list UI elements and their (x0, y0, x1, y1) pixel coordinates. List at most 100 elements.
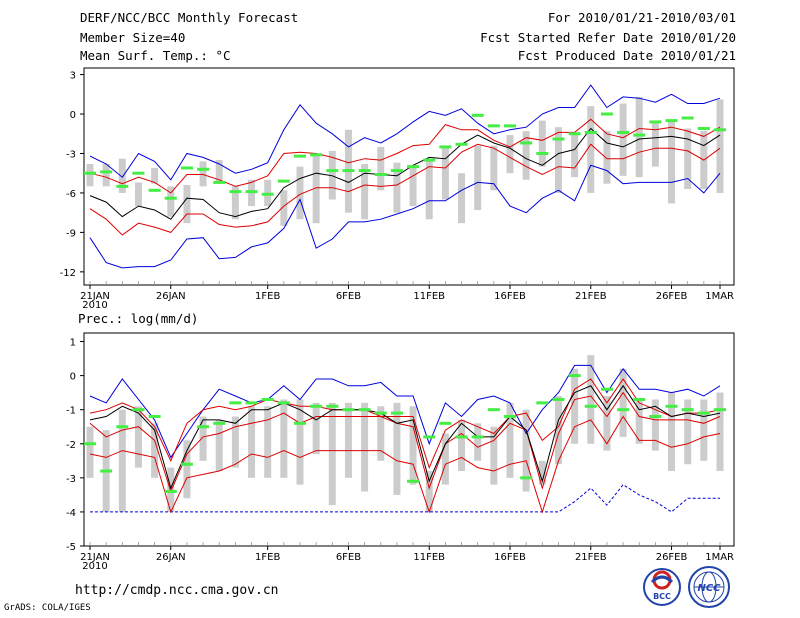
spread-bar (361, 402, 369, 492)
spread-bar (522, 131, 530, 180)
observation-marker (633, 133, 646, 137)
observation-marker (342, 169, 355, 173)
observation-marker (665, 119, 678, 123)
observation-marker (310, 404, 323, 408)
spread-bar (377, 406, 385, 461)
variable-label: Mean Surf. Temp.: °C (80, 48, 231, 63)
observation-marker (552, 397, 565, 401)
lower-spread-line (89, 143, 721, 236)
spread-bar (571, 368, 579, 444)
observation-marker (665, 404, 678, 408)
observation-marker (374, 411, 387, 415)
observation-marker (455, 142, 468, 146)
forecast-period: For 2010/01/21-2010/03/01 (547, 10, 736, 25)
observation-marker (536, 151, 549, 155)
spread-bar (506, 402, 514, 478)
observation-marker (148, 414, 161, 418)
observation-marker (407, 479, 420, 483)
observation-marker (261, 397, 274, 401)
spread-bar (199, 416, 207, 461)
observation-marker (487, 124, 500, 128)
spread-bar (474, 145, 482, 211)
observation-marker (245, 190, 258, 194)
spread-bar (215, 160, 223, 184)
observation-marker (100, 170, 113, 174)
spread-bar (231, 416, 239, 468)
spread-bar (134, 182, 142, 207)
y-tick-label: -3 (66, 474, 76, 485)
spread-bar (183, 440, 191, 499)
bcc-logo-text: BCC (653, 592, 671, 601)
y-tick-label: 1 (70, 338, 76, 349)
observation-marker (358, 408, 371, 412)
source-url[interactable]: http://cmdp.ncc.cma.gov.cn (75, 583, 279, 598)
observation-marker (374, 173, 387, 177)
spread-bar (635, 96, 643, 178)
observation-marker (100, 469, 113, 473)
x-tick-label: 26FEB (656, 552, 688, 563)
spread-bar (651, 123, 659, 167)
observation-marker (294, 154, 306, 158)
spread-bar (151, 167, 159, 184)
spread-bar (361, 164, 369, 220)
observation-marker (261, 192, 274, 196)
observation-marker (697, 411, 710, 415)
observation-marker (455, 435, 468, 439)
spread-bar (264, 406, 272, 478)
spread-bar (458, 173, 466, 224)
spread-bar (571, 135, 579, 178)
observation-marker (520, 476, 533, 480)
spread-bar (716, 99, 724, 193)
observation-marker (649, 414, 662, 418)
x-tick-label: 1FEB (255, 291, 280, 302)
spread-bar (328, 402, 336, 506)
member-size: Member Size=40 (80, 30, 186, 45)
observation-marker (116, 425, 129, 429)
observation-marker (423, 158, 436, 162)
produced-date: Fcst Produced Date 2010/01/21 (517, 48, 736, 63)
observation-marker (310, 153, 323, 157)
y-tick-label: 3 (70, 71, 76, 82)
y-tick-label: -3 (66, 149, 76, 160)
min-envelope-line (89, 164, 721, 269)
observation-marker (164, 489, 177, 493)
observation-marker (358, 169, 371, 173)
spread-bar (668, 120, 676, 204)
observation-marker (617, 408, 630, 412)
ensemble-mean-line (89, 127, 721, 220)
x-tick-label: 1FEB (255, 552, 280, 563)
spread-bar (619, 368, 627, 437)
observation-marker (197, 167, 210, 171)
spread-bar (86, 164, 94, 187)
refer-date: Fcst Started Refer Date 2010/01/20 (480, 30, 736, 45)
observation-marker (294, 421, 306, 425)
spread-bar (248, 406, 256, 478)
spread-bar (458, 419, 466, 472)
observation-marker (197, 425, 210, 429)
spread-bar (441, 146, 449, 200)
spread-bar (587, 106, 595, 193)
y-tick-label: -9 (66, 228, 76, 239)
observation-marker (504, 414, 516, 418)
precip-title: Prec.: log(mm/d) (78, 311, 198, 326)
precipitation-panel: 1 0 -1 -2 -3 -4 -5 21JAN 26JAN 1FEB 6FEB 11FEB 16FEB… (66, 332, 735, 572)
spread-bar (619, 103, 627, 176)
chart-title: DERF/NCC/BCC Monthly Forecast (80, 10, 299, 25)
x-year-label: 2010 (82, 300, 107, 311)
spread-bar (635, 399, 643, 444)
spread-bar (199, 161, 207, 187)
observation-marker (245, 401, 258, 405)
observation-marker (536, 401, 549, 405)
spread-bar (377, 146, 385, 191)
x-tick-label: 11FEB (413, 552, 445, 563)
x-tick-label: 6FEB (336, 291, 361, 302)
observation-marker (342, 408, 355, 412)
spread-bar (651, 399, 659, 451)
observation-marker (552, 137, 565, 141)
spread-bar (312, 402, 320, 454)
spread-bar (280, 190, 288, 226)
observation-marker (229, 190, 242, 194)
ensemble-mean-line (89, 384, 721, 490)
spread-bar (215, 419, 223, 472)
